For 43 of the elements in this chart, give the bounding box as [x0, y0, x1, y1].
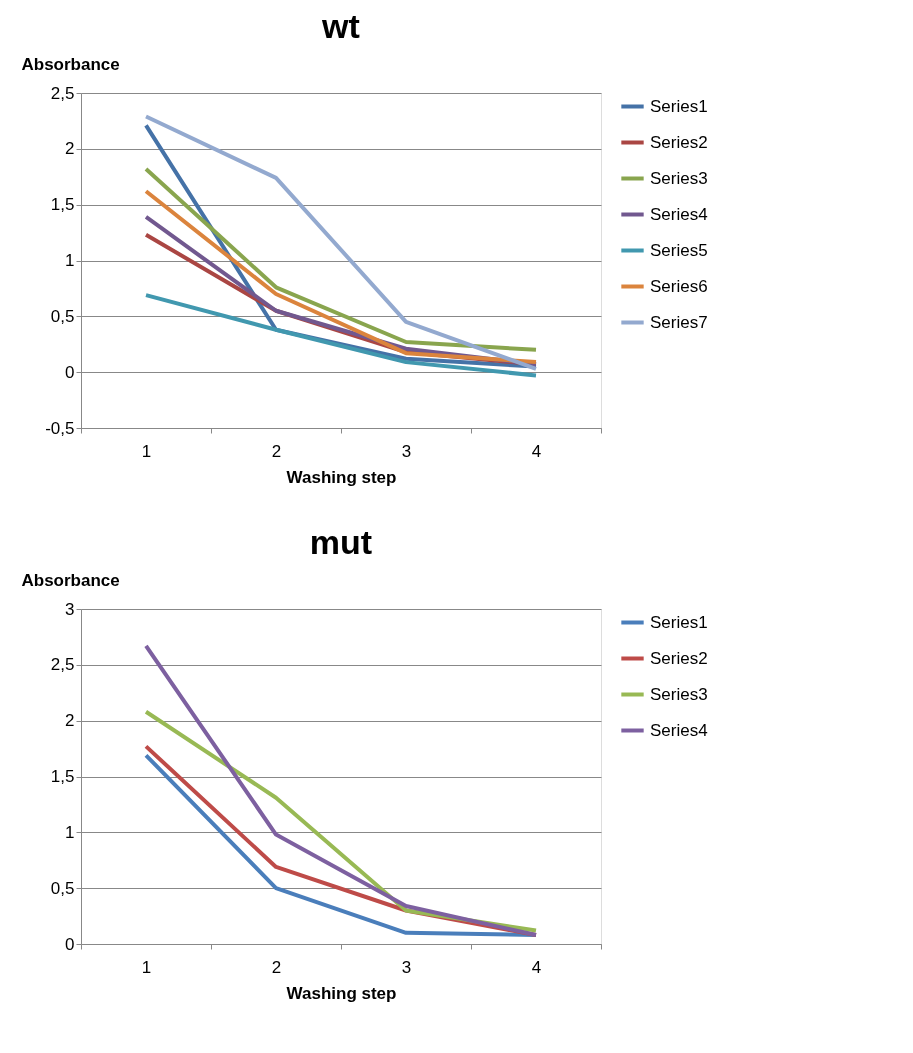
y-tick-label: 0 [65, 934, 75, 954]
y-tick-label: -0,5 [45, 418, 75, 438]
y-tick-label: 3 [65, 599, 75, 619]
line-series [144, 643, 538, 938]
legend-label: Series1 [650, 612, 708, 632]
y-tick-label: 1 [65, 822, 75, 842]
legend-label: Series3 [650, 684, 708, 704]
legend-label: Series5 [650, 240, 708, 260]
y-tick-label: 2 [65, 139, 75, 159]
legend-label: Series4 [650, 720, 708, 740]
y-tick-label: 0,5 [50, 306, 75, 326]
y-tick-label: 1,5 [50, 767, 75, 786]
y-tick-label: 1,5 [50, 195, 75, 215]
y-tick-label: 0 [65, 362, 75, 382]
y-tick-label: 0,5 [50, 878, 75, 898]
y-tick-label: 2,5 [50, 655, 75, 675]
line-series [144, 166, 538, 352]
legend-label: Series3 [650, 168, 708, 188]
legend-label: Series2 [650, 648, 708, 668]
line-series [144, 293, 538, 378]
legend-label: Series6 [650, 276, 708, 296]
line-series [144, 189, 538, 365]
legend-label: Series1 [650, 96, 708, 116]
y-axis-title: Absorbance [21, 54, 120, 74]
x-tick-label: 3 [401, 957, 412, 977]
chart-title: mut [309, 523, 373, 561]
legend-label: Series2 [650, 132, 708, 152]
x-tick-label: 1 [141, 441, 152, 461]
legend-label: Series7 [650, 312, 708, 332]
x-tick-label: 3 [401, 441, 412, 461]
x-tick-label: 2 [271, 441, 282, 461]
chart-title: wt [321, 7, 360, 45]
y-axis-title: Absorbance [21, 570, 120, 590]
legend-label: Series4 [650, 204, 708, 224]
y-tick-label: 1 [65, 251, 75, 270]
x-axis-title: Washing step [286, 467, 397, 487]
y-tick-label: 2 [65, 711, 75, 731]
x-tick-label: 1 [141, 957, 152, 977]
x-tick-label: 4 [531, 957, 542, 977]
x-tick-label: 2 [271, 957, 282, 977]
y-tick-label: 2,5 [50, 83, 75, 103]
x-axis-title: Washing step [286, 983, 397, 1003]
x-tick-label: 4 [531, 441, 542, 461]
